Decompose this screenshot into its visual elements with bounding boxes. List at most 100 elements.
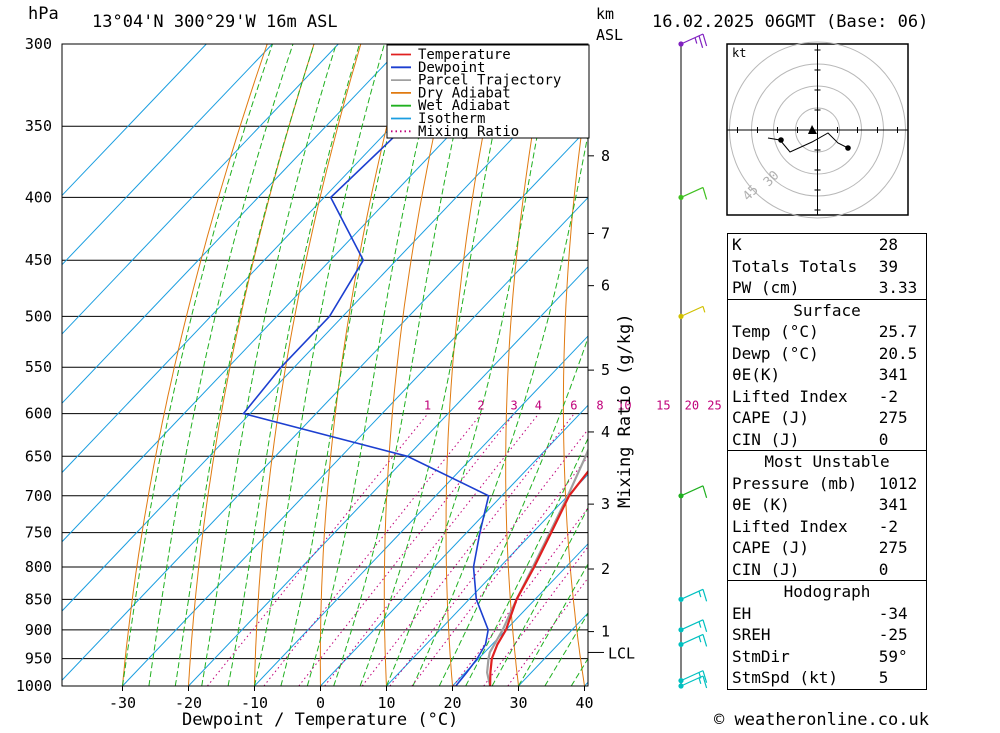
wet-adiabat: [122, 44, 273, 686]
pressure-tick-label: 850: [25, 590, 52, 608]
dry-adiabat: [254, 44, 362, 686]
isotherm: [62, 44, 471, 474]
wet-adiabat: [544, 612, 588, 686]
mixing-ratio-line: [411, 455, 588, 686]
legend-entry: Wet Adiabat: [418, 98, 511, 114]
pressure-tick-label: 450: [25, 251, 52, 269]
temperature-tick-label: 40: [575, 694, 593, 712]
index-row: CIN (J) 0: [726, 558, 927, 581]
mixing-ratio-label: 3: [510, 399, 517, 413]
wind-barb-staff: [680, 670, 704, 682]
section-title: Surface: [727, 298, 927, 321]
hodograph-point: [845, 145, 851, 151]
datetime-title: 16.02.2025 06GMT (Base: 06): [652, 12, 928, 32]
index-key: Totals Totals: [726, 255, 875, 277]
section-title: Most Unstable: [727, 450, 927, 473]
wind-barb-feather: [702, 33, 708, 47]
wet-adiabat: [174, 44, 315, 686]
index-section-title: Most Unstable: [727, 450, 927, 473]
wind-barb-feather: [702, 675, 708, 689]
index-value: 1012: [874, 472, 927, 494]
index-key: Pressure (mb): [726, 472, 875, 494]
temperature-tick-label: -20: [175, 694, 202, 712]
mixing-ratio-axis-label: Mixing Ratio (g/kg): [615, 314, 635, 508]
legend-entry: Dewpoint: [418, 60, 485, 76]
dry-adiabat: [445, 44, 502, 686]
mixing-ratio-label: 10: [617, 399, 631, 413]
index-row: Lifted Index -2: [726, 515, 927, 537]
pressure-tick-label: 750: [25, 524, 52, 542]
index-value: 0: [874, 558, 927, 581]
wind-barb-staff: [680, 619, 704, 631]
wind-barb-feather: [702, 485, 708, 498]
index-row: EH -34: [726, 602, 927, 624]
wet-adiabat: [491, 506, 588, 686]
wet-adiabat: [306, 44, 442, 686]
index-row: Pressure (mb) 1012: [726, 472, 927, 494]
pressure-axis: 300 350 400 450 500 550 600 650 700 750 800 850 900 9…: [16, 35, 52, 695]
isotherm: [452, 543, 588, 686]
index-value: 59°: [874, 645, 927, 667]
temperature-axis: -30 -20 -10 0 10 20 30 40: [109, 686, 594, 712]
wind-barb-feather: [698, 672, 702, 679]
wind-barb-feather: [698, 636, 702, 643]
hodograph-unit: kt: [732, 46, 746, 60]
height-tick-label: 3: [601, 495, 610, 513]
mixing-ratio-line: [507, 577, 588, 686]
wet-adiabat: [254, 44, 385, 686]
location-title: 13°04'N 300°29'W 16m ASL: [92, 12, 338, 32]
legend-entry: Isotherm: [418, 111, 485, 127]
pressure-tick-label: 800: [25, 558, 52, 576]
isotherm: [122, 196, 588, 686]
isotherm: [386, 473, 588, 686]
wind-barb-staff: [680, 33, 704, 45]
index-value: -25: [874, 624, 927, 646]
index-row: Totals Totals 39: [726, 255, 927, 277]
index-row: CAPE (J) 275: [726, 537, 927, 559]
index-value: 25.7: [874, 321, 927, 343]
mixing-ratio-label: 25: [707, 399, 721, 413]
wet-adiabat: [333, 44, 475, 686]
index-key: EH: [726, 602, 875, 624]
height-tick-label: 6: [601, 277, 610, 295]
temperature-tick-label: -10: [241, 694, 268, 712]
isotherm: [62, 44, 339, 335]
index-key: StmDir: [726, 645, 875, 667]
index-row: CAPE (J) 275: [726, 407, 927, 429]
pressure-tick-label: 900: [25, 621, 52, 639]
height-tick-label: 4: [601, 423, 610, 441]
index-value: 3.33: [874, 277, 927, 299]
index-value: 5: [874, 667, 927, 690]
lcl-label: LCL: [608, 644, 635, 662]
wet-adiabat: [438, 336, 588, 686]
wind-barb-staff: [680, 675, 704, 687]
height-tick-label: 1: [601, 623, 610, 641]
dry-adiabat: [122, 44, 268, 686]
indices-table: K 28 Totals Totals 39 PW (cm) 3.33 Surface Temp…: [726, 233, 927, 690]
dry-adiabat: [922, 44, 1000, 686]
hodograph-trace: [767, 137, 781, 141]
wind-barb-dot: [678, 678, 684, 684]
height-axis: 8 7 6 5 4 3 2 1 LCL: [588, 147, 635, 662]
index-row: CIN (J) 0: [726, 428, 927, 451]
dry-adiabat: [969, 44, 1000, 686]
temperature-tick-label: 0: [316, 694, 325, 712]
temperature-tick-label: 20: [443, 694, 461, 712]
wind-barb-feather: [702, 619, 708, 632]
asl-unit: ASL: [596, 26, 623, 44]
storm-motion-marker: [808, 125, 817, 134]
plot-frame: [61, 43, 589, 687]
pressure-tick-label: 600: [25, 405, 52, 423]
pressure-tick-label: 550: [25, 358, 52, 376]
pressure-tick-label: 300: [25, 35, 52, 53]
index-key: Lifted Index: [726, 515, 875, 537]
index-row: Dewp (°C) 20.5: [726, 342, 927, 364]
index-value: 275: [874, 537, 927, 559]
wind-barb-staff: [680, 305, 704, 317]
index-key: Dewp (°C): [726, 342, 875, 364]
wind-barb-feather: [702, 187, 708, 200]
wind-barb-staff: [680, 633, 704, 645]
wind-barb-feather: [702, 670, 708, 683]
